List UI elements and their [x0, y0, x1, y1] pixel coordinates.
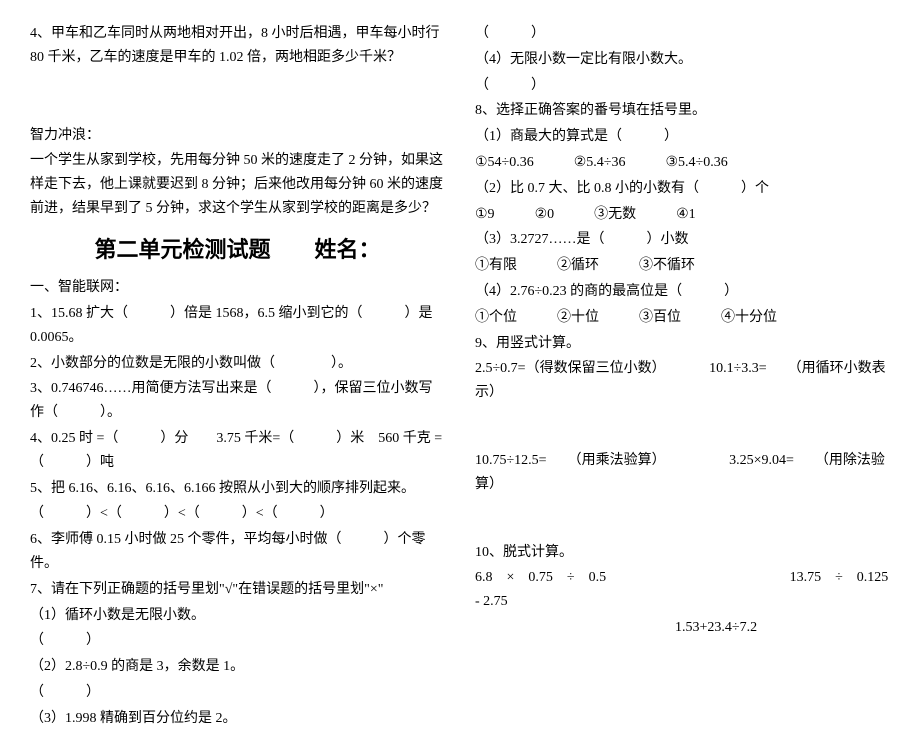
opt: ①54÷0.36: [475, 151, 534, 175]
unit-title: 第二单元检测试题 姓名：: [30, 231, 445, 268]
q9-row: 2.5÷0.7=（得数保留三位小数） 10.1÷3.3= （用循环小数表示）: [475, 357, 890, 405]
opt: ③不循环: [639, 254, 695, 278]
q1-5: 5、把 6.16、6.16、6.16、6.166 按照从小到大的顺序排列起来。: [30, 477, 445, 501]
q8-2-opts: ①9 ②0 ③无数 ④1: [475, 203, 890, 227]
q8-1: （1）商最大的算式是（ ）: [475, 125, 890, 149]
q1-7-3: （3）1.998 精确到百分位约是 2。: [30, 707, 445, 731]
q8: 8、选择正确答案的番号填在括号里。: [475, 99, 890, 123]
q1-7-1: （1）循环小数是无限小数。: [30, 604, 445, 628]
opt: ③无数: [594, 203, 636, 227]
opt: ④1: [676, 203, 696, 227]
q8-4-opts: ①个位 ②十位 ③百位 ④十分位: [475, 306, 890, 330]
q1-2: 2、小数部分的位数是无限的小数叫做（ ）。: [30, 352, 445, 376]
opt: ②十位: [557, 306, 599, 330]
opt: ②循环: [557, 254, 599, 278]
q8-4: （4）2.76÷0.23 的商的最高位是（ ）: [475, 280, 890, 304]
q1-4: 4、0.25 时 =（ ）分 3.75 千米=（ ）米 560 千克 =（ ）吨: [30, 427, 445, 475]
opt: ②5.4÷36: [574, 151, 626, 175]
q1-1: 1、15.68 扩大（ ）倍是 1568，6.5 缩小到它的（ ）是 0.006…: [30, 302, 445, 350]
q1-6: 6、李师傅 0.15 小时做 25 个零件，平均每小时做（ ）个零件。: [30, 528, 445, 576]
q4-text: 4、甲车和乙车同时从两地相对开出，8 小时后相遇，甲车每小时行 80 千米，乙车…: [30, 22, 445, 70]
opt: ①有限: [475, 254, 517, 278]
q8-3-opts: ①有限 ②循环 ③不循环: [475, 254, 890, 278]
q1-7: 7、请在下列正确题的括号里划"√"在错误题的括号里划"×": [30, 578, 445, 602]
q8-3: （3）3.2727……是（ ）小数: [475, 228, 890, 252]
q10-c: 1.53+23.4÷7.2: [675, 616, 890, 640]
q1-7-3b: （ ）: [475, 22, 890, 46]
brain-body: 一个学生从家到学校，先用每分钟 50 米的速度走了 2 分钟，如果这样走下去，他…: [30, 149, 445, 220]
opt: ②0: [535, 203, 555, 227]
q1-5b: （ ）<（ ）<（ ）<（ ）: [30, 502, 445, 526]
q9-a: 2.5÷0.7=（得数保留三位小数）: [475, 361, 666, 376]
brain-title: 智力冲浪：: [30, 124, 445, 148]
q10: 10、脱式计算。: [475, 541, 890, 565]
q9-c: 10.75÷12.5= （用乘法验算）: [475, 453, 666, 468]
opt: ③百位: [639, 306, 681, 330]
opt: ③5.4÷0.36: [665, 151, 727, 175]
q9-row2: 10.75÷12.5= （用乘法验算） 3.25×9.04= （用除法验算）: [475, 449, 890, 497]
q10-a: 6.8 × 0.75 ÷ 0.5: [475, 570, 606, 585]
q1-3: 3、0.746746……用简便方法写出来是（ ），保留三位小数写作（ ）。: [30, 377, 445, 425]
opt: ①9: [475, 203, 495, 227]
q1-7-4b: （ ）: [475, 74, 890, 98]
opt: ①个位: [475, 306, 517, 330]
opt: ④十分位: [721, 306, 777, 330]
sec1-title: 一、智能联网：: [30, 276, 445, 300]
q8-1-opts: ①54÷0.36 ②5.4÷36 ③5.4÷0.36: [475, 151, 890, 175]
q1-7-2: （2）2.8÷0.9 的商是 3，余数是 1。: [30, 655, 445, 679]
q1-7-2b: （ ）: [30, 681, 445, 705]
q10-row: 6.8 × 0.75 ÷ 0.5 13.75 ÷ 0.125 - 2.75: [475, 566, 890, 614]
q9: 9、用竖式计算。: [475, 332, 890, 356]
q1-7-4: （4）无限小数一定比有限小数大。: [475, 48, 890, 72]
q8-2: （2）比 0.7 大、比 0.8 小的小数有（ ）个: [475, 177, 890, 201]
